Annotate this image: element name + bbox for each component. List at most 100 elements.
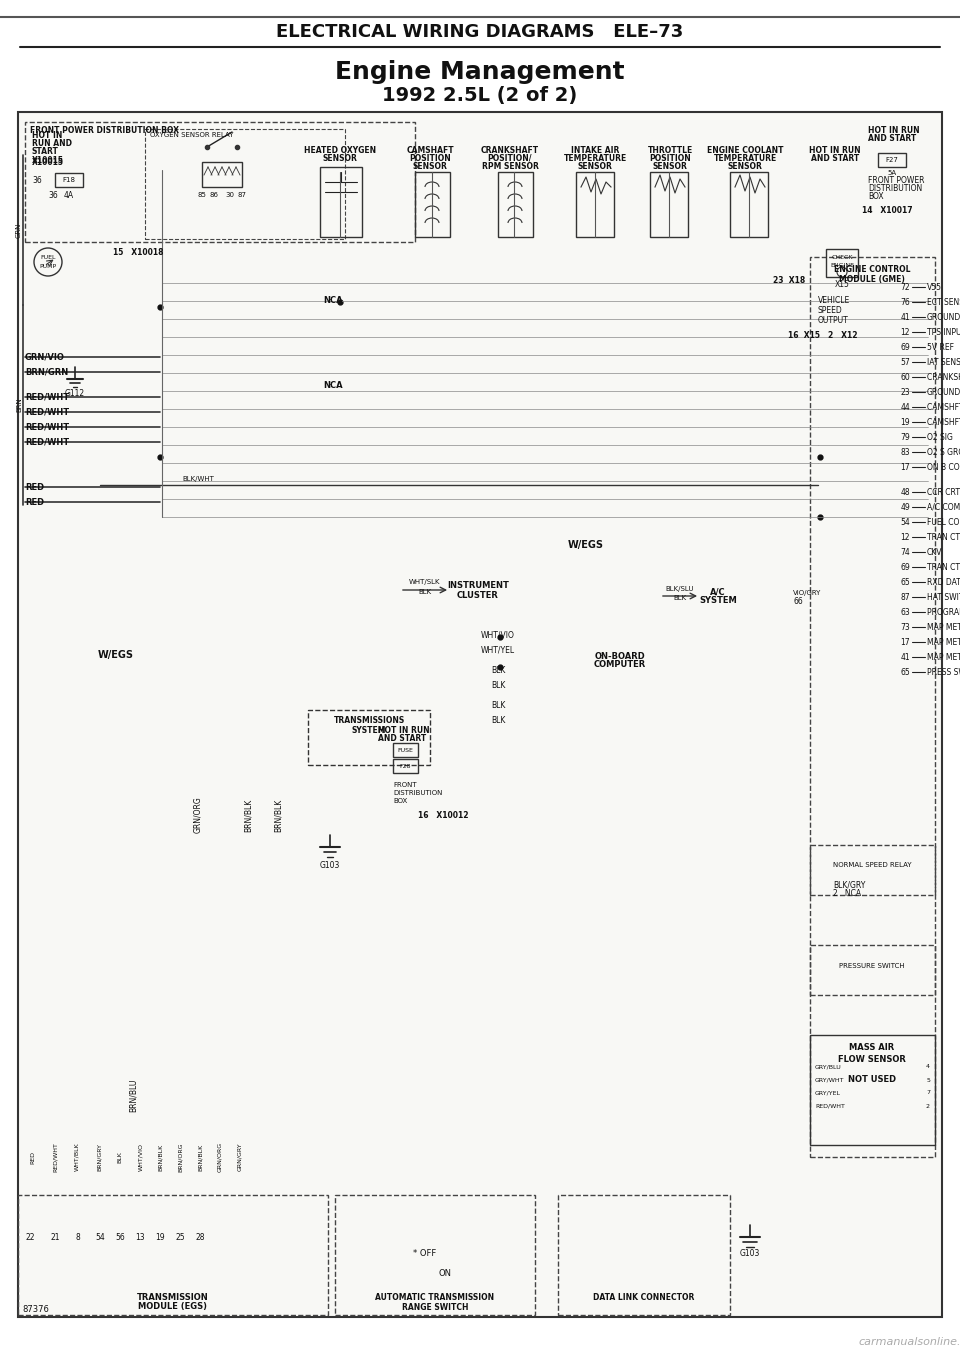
Text: TRANSMISSIONS: TRANSMISSIONS xyxy=(333,715,404,725)
Text: BRN/BLK: BRN/BLK xyxy=(244,798,252,832)
Text: WHT/VIO: WHT/VIO xyxy=(138,1143,143,1171)
Text: SPEED: SPEED xyxy=(818,305,843,315)
Text: VEHICLE: VEHICLE xyxy=(818,296,851,304)
Bar xyxy=(308,710,430,765)
Bar xyxy=(498,172,533,237)
Text: AUTOMATIC TRANSMISSION: AUTOMATIC TRANSMISSION xyxy=(375,1292,494,1301)
Text: 48: 48 xyxy=(900,487,910,497)
Text: 86: 86 xyxy=(209,191,219,198)
Bar xyxy=(415,172,450,237)
Text: G103: G103 xyxy=(740,1248,760,1258)
Text: 72: 72 xyxy=(900,282,910,292)
Text: GRN/GRY: GRN/GRY xyxy=(237,1143,243,1171)
Bar xyxy=(878,153,906,167)
Text: ON B COMP: ON B COMP xyxy=(927,463,960,471)
Text: POSITION: POSITION xyxy=(649,153,691,163)
Text: A/C: A/C xyxy=(710,588,726,597)
Text: POSITION: POSITION xyxy=(409,153,451,163)
Text: 65: 65 xyxy=(900,668,910,677)
Text: BLK: BLK xyxy=(673,594,686,601)
Text: CKV: CKV xyxy=(927,547,943,556)
Text: 28: 28 xyxy=(195,1232,204,1242)
Text: BLK: BLK xyxy=(491,680,505,689)
Text: 4A: 4A xyxy=(64,190,74,199)
Text: 12: 12 xyxy=(900,532,910,541)
Text: 30: 30 xyxy=(226,191,234,198)
Text: G112: G112 xyxy=(65,388,85,398)
Text: F27: F27 xyxy=(885,157,899,163)
Text: ENGINE CONTROL: ENGINE CONTROL xyxy=(833,265,910,274)
Text: F18: F18 xyxy=(62,176,76,183)
Text: DATA LINK CONNECTOR: DATA LINK CONNECTOR xyxy=(593,1292,695,1301)
Text: 57: 57 xyxy=(900,357,910,366)
Text: RED/WHT: RED/WHT xyxy=(25,437,69,446)
Text: 1992 2.5L (2 of 2): 1992 2.5L (2 of 2) xyxy=(382,85,578,104)
Bar xyxy=(730,172,768,237)
Text: TRAN CTRL MOD: TRAN CTRL MOD xyxy=(927,532,960,541)
Text: 19: 19 xyxy=(900,418,910,426)
Text: GRY/BLU: GRY/BLU xyxy=(815,1064,842,1069)
Bar xyxy=(810,944,935,995)
Text: HOT IN RUN: HOT IN RUN xyxy=(378,726,430,734)
Text: INTAKE AIR: INTAKE AIR xyxy=(571,145,619,155)
Text: X15: X15 xyxy=(834,280,850,289)
Text: 49: 49 xyxy=(900,502,910,512)
Text: 76: 76 xyxy=(900,297,910,307)
Text: 87376: 87376 xyxy=(22,1304,49,1314)
Text: INSTRUMENT: INSTRUMENT xyxy=(447,581,509,589)
Text: BRN/GRY: BRN/GRY xyxy=(97,1143,102,1171)
Text: BLK/GRY: BLK/GRY xyxy=(833,881,865,889)
Text: A/C COMP CTRL: A/C COMP CTRL xyxy=(927,502,960,512)
Text: AND START: AND START xyxy=(868,133,916,142)
Bar xyxy=(25,122,415,242)
Text: FRONT POWER: FRONT POWER xyxy=(868,175,924,185)
Text: SENSOR: SENSOR xyxy=(323,153,357,163)
Bar xyxy=(558,1196,730,1315)
Text: 44: 44 xyxy=(900,403,910,411)
Bar xyxy=(18,113,942,1318)
Text: TEMPERATURE: TEMPERATURE xyxy=(713,153,777,163)
Text: OUTPUT: OUTPUT xyxy=(818,315,849,324)
Text: NORMAL SPEED RELAY: NORMAL SPEED RELAY xyxy=(832,862,911,868)
Bar xyxy=(650,172,688,237)
Text: AND START: AND START xyxy=(378,734,426,742)
Text: BRN: BRN xyxy=(16,398,22,413)
Text: NCA: NCA xyxy=(324,296,343,304)
Bar xyxy=(826,248,858,277)
Text: SYSTEM: SYSTEM xyxy=(351,726,386,734)
Text: W/EGS: W/EGS xyxy=(568,540,604,550)
Text: F28: F28 xyxy=(399,764,411,768)
Text: 65: 65 xyxy=(900,578,910,586)
Text: SENSOR: SENSOR xyxy=(728,161,762,171)
Text: 7: 7 xyxy=(926,1091,930,1095)
Text: MAP METER: MAP METER xyxy=(927,653,960,661)
Text: 85: 85 xyxy=(198,191,206,198)
Text: TRAN CTRL MOD: TRAN CTRL MOD xyxy=(927,563,960,571)
Text: MODULE (GME): MODULE (GME) xyxy=(839,274,905,284)
Text: RED/WHT: RED/WHT xyxy=(25,392,69,402)
Text: 63: 63 xyxy=(900,608,910,616)
Text: ENGINE COOLANT: ENGINE COOLANT xyxy=(707,145,783,155)
Text: BRN/BLU: BRN/BLU xyxy=(129,1079,137,1111)
Text: SYSTEM: SYSTEM xyxy=(699,596,737,604)
Text: SENSOR: SENSOR xyxy=(413,161,447,171)
Text: GRY/YEL: GRY/YEL xyxy=(815,1091,841,1095)
Text: W/EGS: W/EGS xyxy=(98,650,134,660)
Text: WHT/YEL: WHT/YEL xyxy=(481,646,516,654)
Bar xyxy=(18,113,942,1318)
Text: GRN/ORG: GRN/ORG xyxy=(194,797,203,833)
Text: CAMSHAFT: CAMSHAFT xyxy=(406,145,454,155)
Text: RED: RED xyxy=(25,498,44,506)
Text: WHT/VIO: WHT/VIO xyxy=(481,631,515,639)
Bar xyxy=(810,256,935,1158)
Text: 73: 73 xyxy=(900,623,910,631)
Text: VIO/GRY: VIO/GRY xyxy=(793,590,822,596)
Text: BLK: BLK xyxy=(491,700,505,710)
Text: 41: 41 xyxy=(900,312,910,322)
Text: V55: V55 xyxy=(927,282,942,292)
Text: 25: 25 xyxy=(175,1232,185,1242)
Text: 87: 87 xyxy=(237,191,247,198)
Bar xyxy=(810,845,935,896)
Text: TEMPERATURE: TEMPERATURE xyxy=(564,153,627,163)
Text: CRANKSHAFT: CRANKSHAFT xyxy=(481,145,540,155)
